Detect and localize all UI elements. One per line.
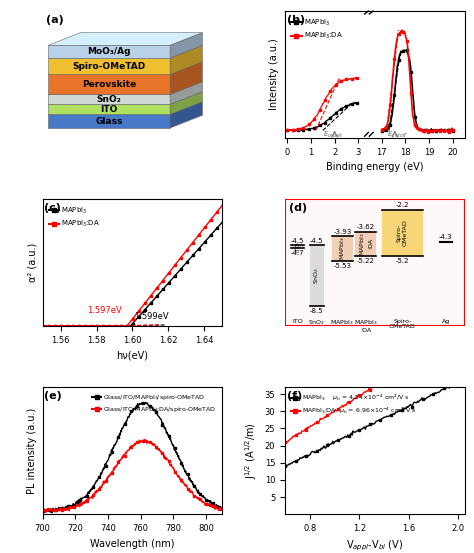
Polygon shape [170, 102, 202, 128]
Text: Ag: Ag [442, 319, 450, 324]
Bar [382, 210, 423, 256]
Text: SnO₂: SnO₂ [97, 95, 121, 104]
Bar [356, 232, 376, 256]
Polygon shape [48, 92, 202, 105]
Text: -4.5: -4.5 [291, 238, 304, 243]
Text: $E_{onset}$: $E_{onset}$ [323, 130, 343, 140]
Text: -2.2: -2.2 [396, 202, 409, 208]
Text: MAPbI$_3$
:DA: MAPbI$_3$ :DA [354, 319, 378, 333]
Polygon shape [48, 45, 202, 58]
Legend: MAPbI$_3$, MAPbI$_3$:DA: MAPbI$_3$, MAPbI$_3$:DA [46, 202, 103, 232]
Y-axis label: Intensity (a.u.): Intensity (a.u.) [269, 39, 280, 111]
Polygon shape [170, 62, 202, 95]
Polygon shape [48, 114, 170, 128]
Text: ITO: ITO [295, 241, 300, 252]
Text: ITO: ITO [100, 105, 118, 114]
X-axis label: Binding energy (eV): Binding energy (eV) [326, 163, 423, 173]
Polygon shape [48, 105, 170, 114]
Bar [332, 236, 353, 261]
Text: -4.7: -4.7 [291, 250, 304, 256]
Text: -5.53: -5.53 [333, 263, 351, 269]
Polygon shape [48, 62, 202, 75]
Text: (b): (b) [287, 15, 305, 25]
Text: Glass: Glass [95, 117, 123, 126]
X-axis label: hν(eV): hν(eV) [117, 351, 148, 361]
Polygon shape [170, 92, 202, 114]
Polygon shape [48, 75, 170, 95]
Text: SnO$_2$: SnO$_2$ [308, 319, 325, 327]
Polygon shape [170, 45, 202, 75]
X-axis label: V$_{appl}$-V$_{bi}$ (V): V$_{appl}$-V$_{bi}$ (V) [346, 539, 403, 553]
Y-axis label: J$^{1/2}$ (A$^{1/2}$/m): J$^{1/2}$ (A$^{1/2}$/m) [243, 422, 259, 479]
Legend: Glass/ITO/MAPbI$_3$/spiro-OMeTAD, Glass/ITO/MAPbI$_3$:DA/spiro-OMeTAD: Glass/ITO/MAPbI$_3$/spiro-OMeTAD, Glass/… [90, 390, 219, 416]
Text: -3.93: -3.93 [333, 229, 351, 235]
Text: Spiro-
OMeTAD: Spiro- OMeTAD [397, 220, 408, 246]
Polygon shape [48, 58, 170, 75]
Polygon shape [170, 82, 202, 105]
Text: -3.62: -3.62 [357, 224, 375, 230]
Text: -5.2: -5.2 [396, 258, 409, 264]
Text: SnO$_2$: SnO$_2$ [312, 267, 321, 284]
Text: -8.5: -8.5 [310, 308, 324, 314]
Text: (a): (a) [46, 15, 64, 25]
Polygon shape [48, 95, 170, 105]
Text: MoO₃/Ag: MoO₃/Ag [87, 47, 131, 56]
Text: MAPbI$_3$: MAPbI$_3$ [338, 237, 347, 260]
FancyBboxPatch shape [285, 199, 465, 326]
Text: 1.597eV: 1.597eV [88, 306, 122, 315]
Polygon shape [170, 33, 202, 58]
Polygon shape [48, 45, 170, 58]
Text: (f): (f) [287, 391, 302, 401]
Text: -5.22: -5.22 [357, 258, 375, 264]
Text: 1.599eV: 1.599eV [134, 312, 169, 321]
Text: (d): (d) [289, 203, 307, 213]
Bar [291, 245, 304, 248]
Polygon shape [48, 102, 202, 114]
Text: -4.3: -4.3 [439, 234, 453, 241]
Text: -4.5: -4.5 [310, 238, 324, 243]
Text: MAPbI$_3$: MAPbI$_3$ [330, 319, 354, 327]
Text: MAPbI$_3$
:DA: MAPbI$_3$ :DA [358, 232, 373, 255]
Polygon shape [48, 82, 202, 95]
Legend: MAPbI$_3$, MAPbI$_3$:DA: MAPbI$_3$, MAPbI$_3$:DA [289, 14, 346, 44]
Polygon shape [48, 33, 202, 45]
Text: Perovskite: Perovskite [82, 80, 136, 89]
Text: $E_{cutoff}$: $E_{cutoff}$ [387, 130, 408, 140]
Text: (c): (c) [45, 203, 61, 213]
Legend: MAPbI$_3$    $\mu_h$ = 4.54×10$^{-4}$ cm²/V s, MAPbI$_3$:DA  $\mu_h$ = 6.96×10$^: MAPbI$_3$ $\mu_h$ = 4.54×10$^{-4}$ cm²/V… [288, 390, 419, 419]
Bar [310, 245, 324, 306]
Text: Spiro-
OMeTAD: Spiro- OMeTAD [389, 319, 416, 330]
Text: Spiro-OMeTAD: Spiro-OMeTAD [73, 62, 146, 71]
Text: ITO: ITO [292, 319, 303, 324]
X-axis label: Wavelength (nm): Wavelength (nm) [90, 539, 174, 549]
Text: (e): (e) [45, 391, 62, 401]
Y-axis label: PL intensity (a.u.): PL intensity (a.u.) [27, 408, 37, 494]
Y-axis label: α² (a.u.): α² (a.u.) [27, 243, 37, 282]
